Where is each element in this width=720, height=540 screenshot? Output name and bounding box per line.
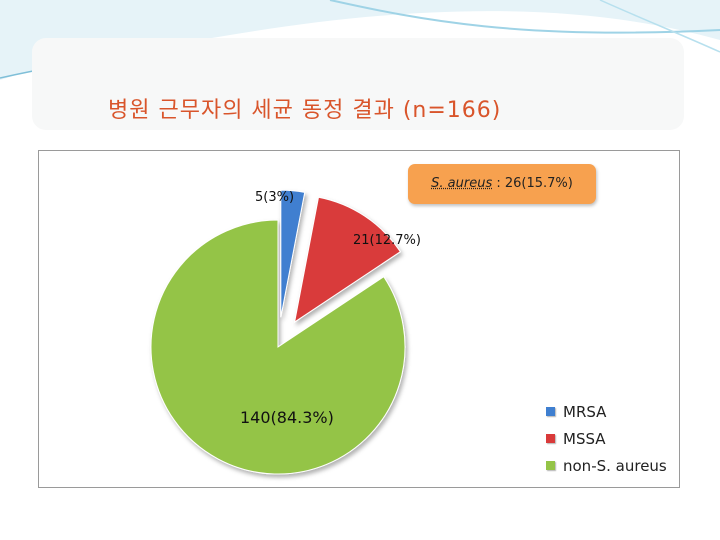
data-label-mrsa: 5(3%) (255, 190, 295, 205)
pie-slice-mssa (293, 196, 402, 324)
legend-item-mssa: MSSA (546, 425, 667, 452)
legend-label-non-s-aureus: non-S. aureus (563, 456, 667, 475)
callout-value: : 26(15.7%) (492, 176, 573, 191)
pie-slice-non-s-aureus (150, 219, 406, 475)
callout-species: S. aureus (431, 176, 493, 191)
legend-swatch-non-s-aureus (546, 461, 555, 470)
legend-label-mssa: MSSA (563, 429, 606, 448)
title-box (32, 38, 684, 130)
legend-swatch-mrsa (546, 407, 555, 416)
legend-swatch-mssa (546, 434, 555, 443)
data-label-non-s-aureus: 140(84.3%) (240, 408, 334, 427)
pie-slice-mrsa (280, 189, 306, 318)
data-label-mssa: 21(12.7%) (353, 233, 421, 248)
chart-legend: MRSA MSSA non-S. aureus (546, 398, 667, 479)
slide-title: 병원 근무자의 세균 동정 결과 (n=166) (108, 98, 502, 123)
s-aureus-callout: S. aureus : 26(15.7%) (408, 164, 596, 204)
legend-label-mrsa: MRSA (563, 402, 607, 421)
legend-item-non-s-aureus: non-S. aureus (546, 452, 667, 479)
legend-item-mrsa: MRSA (546, 398, 667, 425)
